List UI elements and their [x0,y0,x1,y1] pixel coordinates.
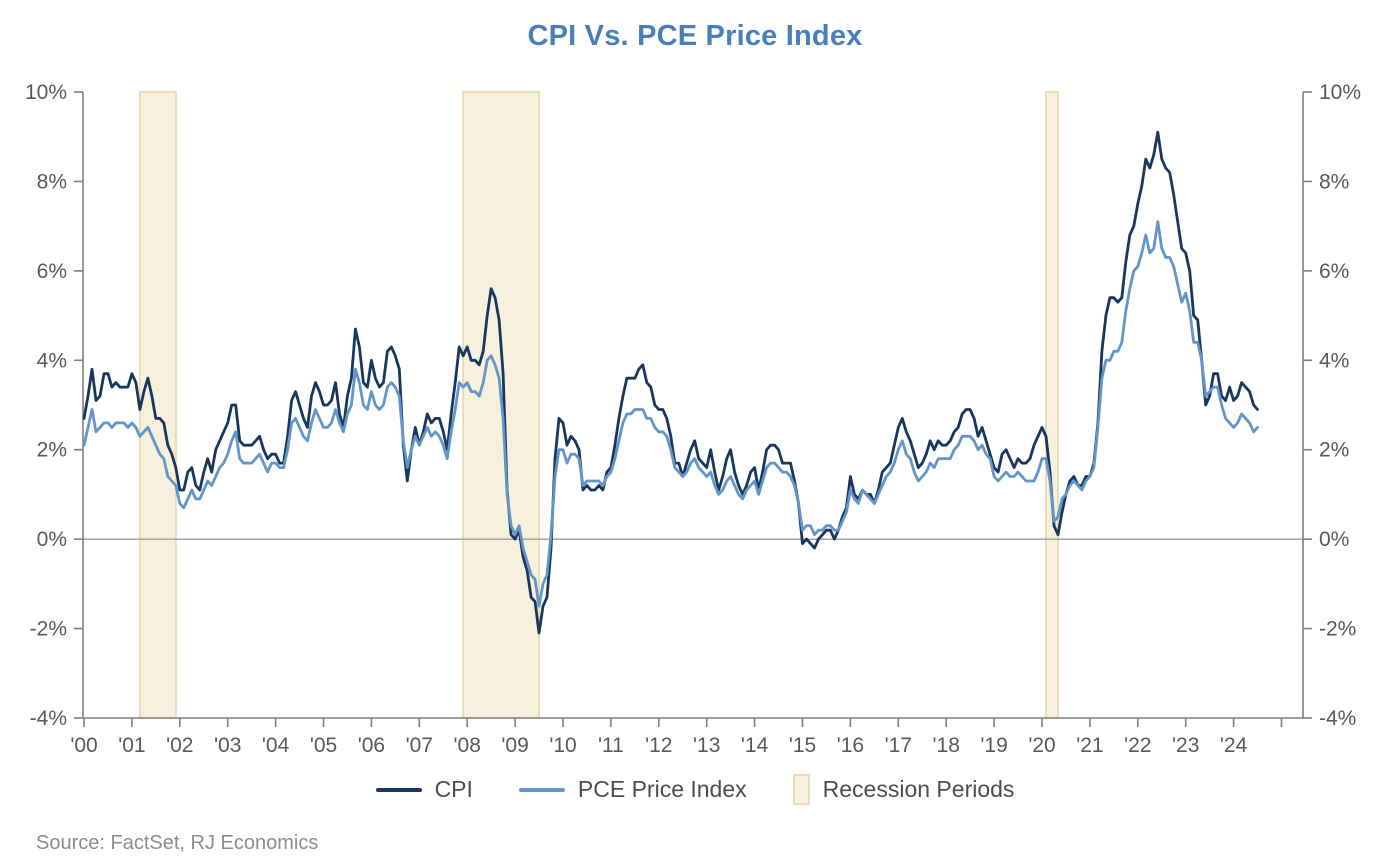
y-tick-label-left: -4% [30,707,67,730]
legend-label-pce: PCE Price Index [577,776,747,802]
x-tick-label: '09 [501,734,528,757]
x-tick-label: '14 [741,734,769,757]
y-tick-label-left: 8% [37,170,67,193]
source-note: Source: FactSet, RJ Economics [36,832,319,854]
x-tick-label: '15 [789,734,816,757]
legend-item-pce: PCE Price Index [518,776,747,803]
x-tick-label: '11 [598,734,624,757]
legend-label-recession: Recession Periods [822,776,1015,802]
x-tick-label: '19 [980,734,1007,757]
x-tick-label: '01 [118,734,145,757]
x-tick-label: '03 [214,734,241,757]
x-tick-label: '04 [262,734,290,757]
y-tick-label-right: -2% [1319,618,1356,641]
legend: CPI PCE Price Index Recession Periods [0,774,1390,805]
x-tick-label: '12 [645,734,672,757]
x-tick-label: '00 [70,734,97,757]
x-tick-label: '06 [358,734,385,757]
y-tick-label-left: 10% [25,81,67,104]
cpi-line-swatch [375,787,422,792]
recession-band [1044,91,1059,719]
x-tick-label: '13 [693,734,720,757]
pce-line [82,220,1259,608]
chart-title: CPI Vs. PCE Price Index [527,20,863,52]
recession-band [138,91,177,719]
pce-line-swatch [518,787,565,792]
y-tick-label-left: 4% [37,349,67,372]
x-tick-label: '17 [885,734,912,757]
x-tick-label: '22 [1124,734,1151,757]
x-tick-label: '23 [1172,734,1199,757]
legend-item-cpi: CPI [375,776,473,803]
y-tick-label-right: 0% [1319,528,1349,551]
legend-item-recession: Recession Periods [792,774,1015,805]
recession-swatch [792,774,810,805]
x-tick-label: '21 [1076,734,1103,757]
y-tick-label-left: -2% [30,618,67,641]
x-tick-label: '24 [1220,734,1248,757]
y-tick-label-right: 4% [1319,349,1349,372]
x-tick-label: '10 [549,734,576,757]
cpi-line [82,130,1259,635]
y-tick-label-right: 10% [1319,81,1361,104]
x-tick-label: '05 [310,734,337,757]
x-tick-label: '08 [454,734,481,757]
x-tick-label: '18 [933,734,960,757]
y-tick-label-right: 8% [1319,170,1349,193]
x-tick-label: '07 [406,734,433,757]
legend-label-cpi: CPI [434,776,473,802]
y-tick-label-right: 2% [1319,439,1349,462]
x-tick-label: '20 [1028,734,1055,757]
y-tick-label-left: 2% [37,439,67,462]
y-tick-label-right: 6% [1319,260,1349,283]
y-tick-label-right: -4% [1319,707,1356,730]
y-tick-label-left: 6% [37,260,67,283]
y-tick-label-left: 0% [37,528,67,551]
x-tick-label: '02 [166,734,193,757]
x-tick-label: '16 [837,734,864,757]
